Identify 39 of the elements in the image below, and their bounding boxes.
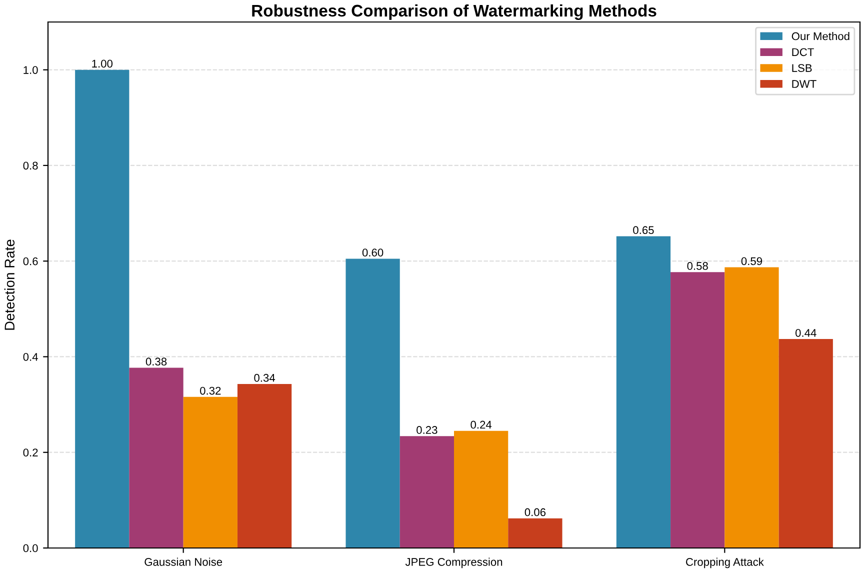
data-label: 0.44 (795, 328, 816, 337)
y-axis-title: Detection Rate (4, 240, 15, 330)
text: 0.0 (23, 544, 38, 552)
data-label: 0.32 (200, 386, 221, 395)
chart-title: Robustness Comparison of Watermarking Methods (252, 4, 656, 20)
data-label: 0.38 (146, 358, 167, 366)
bar (724, 267, 779, 548)
text: 1.0 (24, 66, 38, 74)
legend-label: Our Method (792, 32, 850, 40)
bar (183, 396, 238, 548)
x-tick-label: Cropping Attack (686, 558, 764, 568)
legend-label: DCT (792, 48, 814, 56)
text: 0.6 (23, 257, 38, 266)
legend-label: LSB (792, 64, 812, 72)
data-label: 0.24 (470, 420, 492, 429)
data-label: 0.23 (416, 426, 438, 434)
bar (75, 70, 130, 548)
data-label: 0.60 (362, 248, 384, 257)
bar (508, 518, 562, 548)
data-label: 1.00 (92, 60, 113, 68)
data-label: 0.59 (741, 257, 762, 266)
bar (670, 272, 725, 548)
x-tick-label: Gaussian Noise (144, 558, 222, 566)
bar (400, 436, 454, 548)
bar (778, 339, 833, 548)
text: 0.8 (23, 162, 38, 170)
data-label: 0.65 (633, 226, 654, 234)
bar (454, 430, 508, 548)
bar (237, 384, 292, 548)
text: 0.2 (23, 448, 38, 456)
data-label: 0.06 (524, 508, 546, 516)
text: 0.4 (23, 352, 38, 361)
bar (129, 368, 184, 548)
data-label: 0.58 (687, 262, 708, 270)
legend-label: DWT (792, 80, 816, 88)
bar (616, 236, 671, 548)
x-tick-label: JPEG Compression (405, 558, 502, 568)
bar (346, 258, 400, 548)
data-label: 0.34 (254, 374, 276, 382)
